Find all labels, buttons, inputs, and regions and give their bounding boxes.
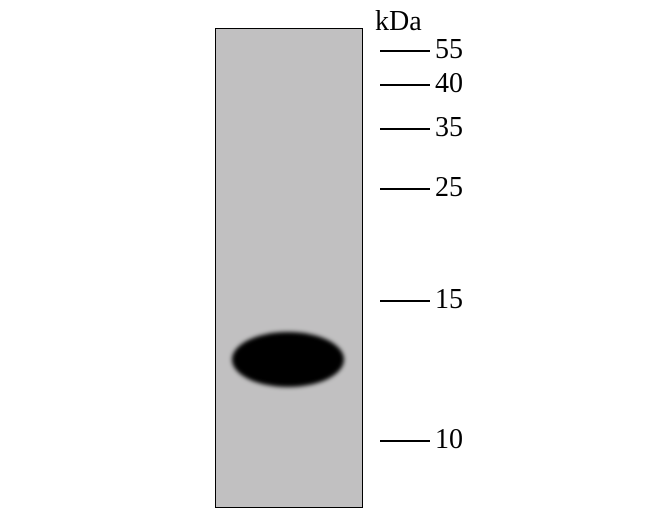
mw-label: 25 <box>435 172 463 204</box>
protein-band <box>232 332 344 387</box>
mw-label: 10 <box>435 424 463 456</box>
mw-tick <box>380 188 430 190</box>
mw-label: 55 <box>435 34 463 66</box>
unit-label: kDa <box>375 6 422 38</box>
mw-tick <box>380 128 430 130</box>
gel-lane <box>215 28 363 508</box>
mw-label: 15 <box>435 284 463 316</box>
mw-tick <box>380 84 430 86</box>
mw-label: 35 <box>435 112 463 144</box>
mw-tick <box>380 440 430 442</box>
mw-label: 40 <box>435 68 463 100</box>
mw-tick <box>380 50 430 52</box>
mw-tick <box>380 300 430 302</box>
western-blot-figure: kDa 5540 35 25 15 10 <box>0 0 650 520</box>
